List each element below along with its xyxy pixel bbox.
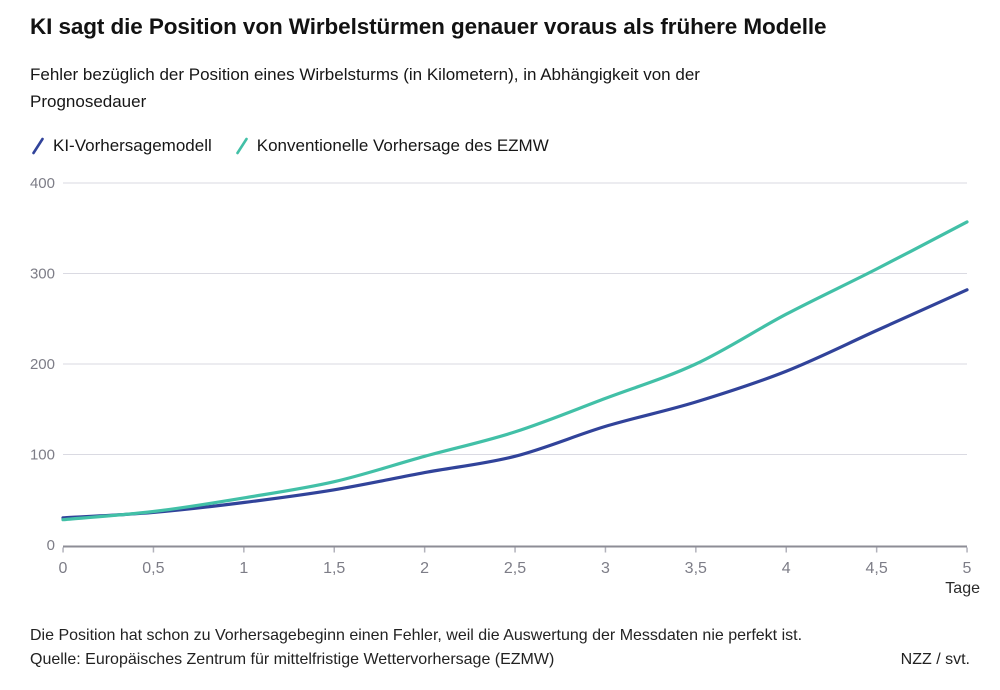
footnote: Die Position hat schon zu Vorhersagebegi… [30,627,803,644]
chart-subtitle: Fehler bezüglich der Position eines Wirb… [30,61,930,115]
subtitle-line-1: Fehler bezüglich der Position eines Wirb… [30,65,700,84]
chart-footer: Die Position hat schon zu Vorhersagebegi… [30,624,970,672]
x-tick-label-5: 2,5 [504,560,526,577]
x-tick-mark-3 [333,547,335,553]
source-text: Quelle: Europäisches Zentrum für mittelf… [30,651,555,668]
y-tick-label-100: 100 [30,447,55,464]
subtitle-line-2: Prognosedauer [30,92,147,111]
y-tick-label-200: 200 [30,356,55,373]
series-line-1 [61,220,969,522]
x-tick-mark-1 [152,547,155,553]
x-tick-mark-5 [514,547,516,553]
ezmw-line-swatch-icon [235,137,248,155]
legend-label-ezmw: Konventionelle Vorhersage des EZMW [256,136,549,155]
legend-item-ezmw: Konventionelle Vorhersage des EZMW [234,135,549,157]
x-tick-label-6: 3 [601,560,610,577]
x-tick-mark-0 [62,547,64,553]
credit-text: NZZ / svt. [900,651,970,668]
x-tick-mark-4 [423,547,426,553]
ezmw-swatch-line [235,137,248,155]
ki-line-swatch-icon [32,137,44,155]
x-tick-label-3: 1,5 [323,560,345,577]
y-tick-label-300: 300 [30,266,55,283]
x-tick-label-4: 2 [420,560,429,577]
x-axis-line [63,545,967,548]
x-tick-mark-10 [966,547,968,553]
series-line-0 [61,288,969,520]
legend-label-ki: KI-Vorhersagemodell [53,136,212,155]
x-tick-label-9: 4,5 [865,560,887,577]
x-tick-label-0: 0 [59,560,68,577]
x-tick-mark-7 [695,547,697,553]
chart-legend: KI-Vorhersagemodell Konventionelle Vorhe… [30,135,549,157]
x-tick-mark-6 [604,547,607,553]
x-tick-mark-8 [785,547,787,553]
x-tick-label-8: 4 [782,560,791,577]
x-tick-label-7: 3,5 [685,560,707,577]
x-axis-unit-label: Tage [945,580,980,597]
legend-item-ki: KI-Vorhersagemodell [30,135,212,157]
y-tick-label-400: 400 [30,175,55,192]
x-tick-label-1: 0,5 [142,560,164,577]
x-tick-mark-2 [243,547,245,553]
ki-swatch-line [32,137,44,155]
y-tick-label-0: 0 [47,537,55,554]
x-tick-label-10: 5 [963,560,972,577]
page-title: KI sagt die Position von Wirbelstürmen g… [30,14,827,39]
x-tick-label-2: 1 [239,560,248,577]
x-tick-mark-9 [875,547,878,553]
